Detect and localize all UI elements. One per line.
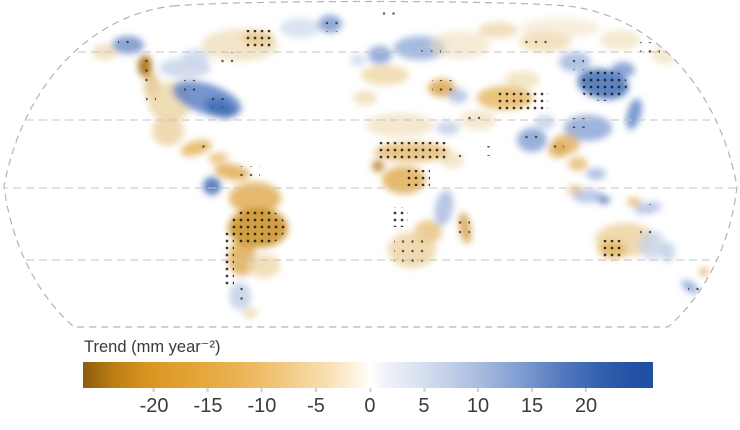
trend-patch — [208, 152, 228, 164]
stipple-cluster — [552, 142, 564, 150]
stipple-cluster — [380, 12, 398, 20]
stipple-cluster — [243, 30, 273, 47]
stipple-cluster — [568, 60, 584, 70]
trend-patch — [372, 160, 384, 172]
trend-patch — [478, 22, 518, 38]
stipple-cluster — [579, 69, 627, 101]
graticule-lines — [4, 51, 737, 261]
colorbar-tick-label: -10 — [247, 395, 277, 417]
stipple-cluster — [452, 152, 468, 162]
stipple-cluster — [458, 218, 470, 238]
trend-patch — [700, 268, 708, 276]
colorbar-tick-label: 20 — [574, 395, 598, 417]
stipple-cluster — [640, 228, 654, 238]
trend-patch — [567, 185, 583, 195]
colorbar-tick-label: 15 — [520, 395, 544, 417]
trend-patch — [600, 30, 640, 50]
trend-field — [93, 15, 708, 319]
trend-patch — [361, 65, 409, 85]
trend-patch — [586, 168, 606, 180]
trend-patch — [350, 54, 366, 66]
colorbar: -20 -15 -10 -5 0 5 10 15 20 — [83, 362, 653, 422]
stipple-cluster — [523, 36, 549, 50]
trend-patch — [229, 182, 281, 214]
colorbar-tick-label: 5 — [418, 395, 430, 417]
stipple-cluster — [496, 90, 548, 110]
stipple-cluster — [432, 80, 452, 94]
trend-patch — [366, 113, 434, 137]
trend-patch — [248, 254, 280, 278]
map-area — [3, 0, 738, 328]
trend-patch — [243, 307, 257, 319]
trend-patch — [353, 91, 377, 105]
colorbar-legend: Trend (mm year⁻²) -20 -15 -10 -5 0 5 10 … — [0, 334, 740, 430]
colorbar-tick-label: 0 — [364, 395, 376, 417]
stipple-cluster — [466, 116, 482, 126]
trend-patch — [448, 89, 468, 103]
trend-patch — [152, 116, 184, 146]
colorbar-tick-labels: -20 -15 -10 -5 0 5 10 15 20 — [83, 388, 653, 422]
stipple-cluster — [390, 207, 408, 227]
trend-patches-central-asia — [430, 18, 679, 130]
colorbar-tick-label: -20 — [139, 395, 169, 417]
colorbar-tick-label: -15 — [193, 395, 223, 417]
stipple-cluster — [480, 146, 496, 156]
stipple-significance-dots — [118, 12, 702, 304]
stipple-cluster — [212, 98, 228, 108]
trend-patch — [504, 71, 540, 89]
trend-patch — [368, 46, 392, 64]
stipple-cluster — [601, 240, 623, 257]
trend-patch — [434, 190, 454, 226]
stipple-cluster — [143, 56, 153, 82]
stipple-cluster — [196, 144, 212, 152]
stipple-cluster — [322, 18, 338, 32]
stipple-cluster — [234, 286, 246, 304]
stipple-cluster — [648, 46, 660, 54]
stipple-cluster — [404, 170, 430, 186]
colorbar-gradient — [83, 362, 653, 388]
trend-patch — [203, 177, 221, 195]
stipple-cluster — [524, 130, 542, 144]
stipple-cluster — [146, 96, 156, 104]
stipple-cluster — [238, 166, 260, 176]
trend-patch — [436, 121, 460, 135]
world-trend-map — [3, 0, 738, 328]
stipple-cluster — [184, 80, 202, 92]
trend-patch — [626, 98, 642, 130]
trend-patch — [535, 115, 555, 129]
stipple-cluster — [572, 118, 590, 128]
trend-patch — [627, 197, 641, 207]
colorbar-tick-label: 10 — [466, 395, 490, 417]
trend-patch — [598, 196, 610, 204]
stipple-cluster — [394, 240, 424, 262]
trend-patch — [661, 242, 675, 262]
stipple-cluster — [378, 142, 446, 162]
trend-patch — [182, 49, 210, 65]
colorbar-tick-label: -5 — [307, 395, 325, 417]
stipple-cluster — [642, 204, 658, 212]
stipple-cluster — [688, 282, 702, 290]
colorbar-label: Trend (mm year⁻²) — [84, 338, 221, 356]
trend-patch — [568, 157, 588, 171]
stipple-cluster — [214, 52, 234, 64]
stipple-cluster — [415, 44, 441, 56]
stipple-cluster — [118, 36, 136, 50]
trend-patch — [280, 18, 320, 38]
stipple-cluster — [229, 208, 285, 246]
trend-patch — [520, 18, 600, 38]
